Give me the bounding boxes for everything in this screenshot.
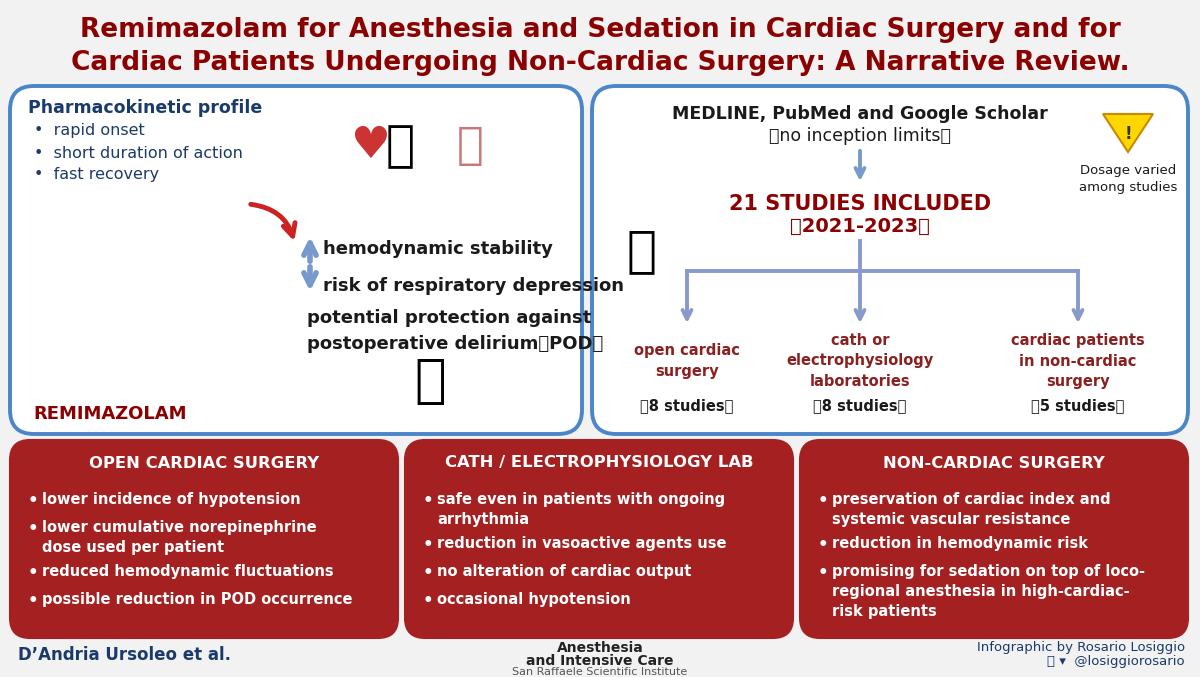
Text: lower cumulative norepinephrine
dose used per patient: lower cumulative norepinephrine dose use… [42, 520, 317, 554]
FancyBboxPatch shape [592, 86, 1188, 434]
Text: no alteration of cardiac output: no alteration of cardiac output [437, 564, 691, 579]
Text: •: • [424, 592, 433, 610]
Text: OPEN CARDIAC SURGERY: OPEN CARDIAC SURGERY [89, 456, 319, 471]
Text: （5 studies）: （5 studies） [1031, 399, 1124, 414]
Text: •: • [424, 564, 433, 582]
Text: risk of respiratory depression: risk of respiratory depression [323, 277, 624, 295]
FancyBboxPatch shape [406, 440, 793, 638]
Text: cath or
electrophysiology
laboratories: cath or electrophysiology laboratories [786, 333, 934, 389]
Text: （8 studies）: （8 studies） [641, 399, 733, 414]
FancyBboxPatch shape [10, 86, 582, 434]
Text: possible reduction in POD occurrence: possible reduction in POD occurrence [42, 592, 353, 607]
Text: ⓞ ▾  @losiggiorosario: ⓞ ▾ @losiggiorosario [1048, 655, 1186, 668]
Text: CATH / ELECTROPHYSIOLOGY LAB: CATH / ELECTROPHYSIOLOGY LAB [445, 456, 754, 471]
Text: •: • [424, 492, 433, 510]
Text: Infographic by Rosario Losiggio: Infographic by Rosario Losiggio [977, 640, 1186, 653]
Text: •: • [28, 520, 38, 538]
Polygon shape [1103, 114, 1153, 152]
Text: •  rapid onset: • rapid onset [34, 123, 145, 139]
Text: •: • [28, 492, 38, 510]
Text: 🧠: 🧠 [385, 122, 414, 170]
FancyBboxPatch shape [10, 440, 398, 638]
Text: San Raffaele Scientific Institute: San Raffaele Scientific Institute [512, 667, 688, 677]
Text: •  fast recovery: • fast recovery [34, 167, 160, 183]
Text: REMIMAZOLAM: REMIMAZOLAM [34, 405, 187, 423]
Text: lower incidence of hypotension: lower incidence of hypotension [42, 492, 301, 507]
Text: Dosage varied
among studies: Dosage varied among studies [1079, 164, 1177, 194]
Text: •: • [818, 564, 829, 582]
Text: hemodynamic stability: hemodynamic stability [323, 240, 553, 258]
Text: •: • [818, 536, 829, 554]
Text: （2021-2023）: （2021-2023） [790, 217, 930, 236]
Text: promising for sedation on top of loco-
regional anesthesia in high-cardiac-
risk: promising for sedation on top of loco- r… [832, 564, 1145, 619]
FancyBboxPatch shape [800, 440, 1188, 638]
Text: 21 STUDIES INCLUDED: 21 STUDIES INCLUDED [728, 194, 991, 214]
Text: reduction in hemodynamic risk: reduction in hemodynamic risk [832, 536, 1088, 551]
Text: safe even in patients with ongoing
arrhythmia: safe even in patients with ongoing arrhy… [437, 492, 725, 527]
Text: open cardiac
surgery: open cardiac surgery [634, 343, 740, 378]
Text: •: • [28, 564, 38, 582]
Text: 🧠: 🧠 [414, 355, 446, 407]
Text: Remimazolam for Anesthesia and Sedation in Cardiac Surgery and for: Remimazolam for Anesthesia and Sedation … [79, 17, 1121, 43]
Text: D’Andria Ursoleo et al.: D’Andria Ursoleo et al. [18, 646, 230, 664]
Text: （no inception limits）: （no inception limits） [769, 127, 950, 145]
Text: •: • [28, 592, 38, 610]
Text: preservation of cardiac index and
systemic vascular resistance: preservation of cardiac index and system… [832, 492, 1111, 527]
Text: •: • [818, 492, 829, 510]
Text: Pharmacokinetic profile: Pharmacokinetic profile [28, 99, 263, 117]
Text: （8 studies）: （8 studies） [814, 399, 907, 414]
Text: •  short duration of action: • short duration of action [34, 146, 242, 160]
Text: NON-CARDIAC SURGERY: NON-CARDIAC SURGERY [883, 456, 1105, 471]
Text: 🫁: 🫁 [457, 125, 484, 167]
Text: ♥: ♥ [350, 125, 390, 167]
Text: cardiac patients
in non-cardiac
surgery: cardiac patients in non-cardiac surgery [1012, 333, 1145, 389]
Text: MEDLINE, PubMed and Google Scholar: MEDLINE, PubMed and Google Scholar [672, 105, 1048, 123]
Text: •: • [424, 536, 433, 554]
Text: reduction in vasoactive agents use: reduction in vasoactive agents use [437, 536, 726, 551]
Text: Anesthesia: Anesthesia [557, 641, 643, 655]
Text: reduced hemodynamic fluctuations: reduced hemodynamic fluctuations [42, 564, 334, 579]
Text: Cardiac Patients Undergoing Non-Cardiac Surgery: A Narrative Review.: Cardiac Patients Undergoing Non-Cardiac … [71, 50, 1129, 76]
Text: occasional hypotension: occasional hypotension [437, 592, 631, 607]
Text: 🔍: 🔍 [628, 227, 658, 275]
Text: !: ! [1124, 125, 1132, 143]
Text: and Intensive Care: and Intensive Care [527, 654, 673, 668]
Text: potential protection against
postoperative delirium（POD）: potential protection against postoperati… [307, 309, 604, 353]
